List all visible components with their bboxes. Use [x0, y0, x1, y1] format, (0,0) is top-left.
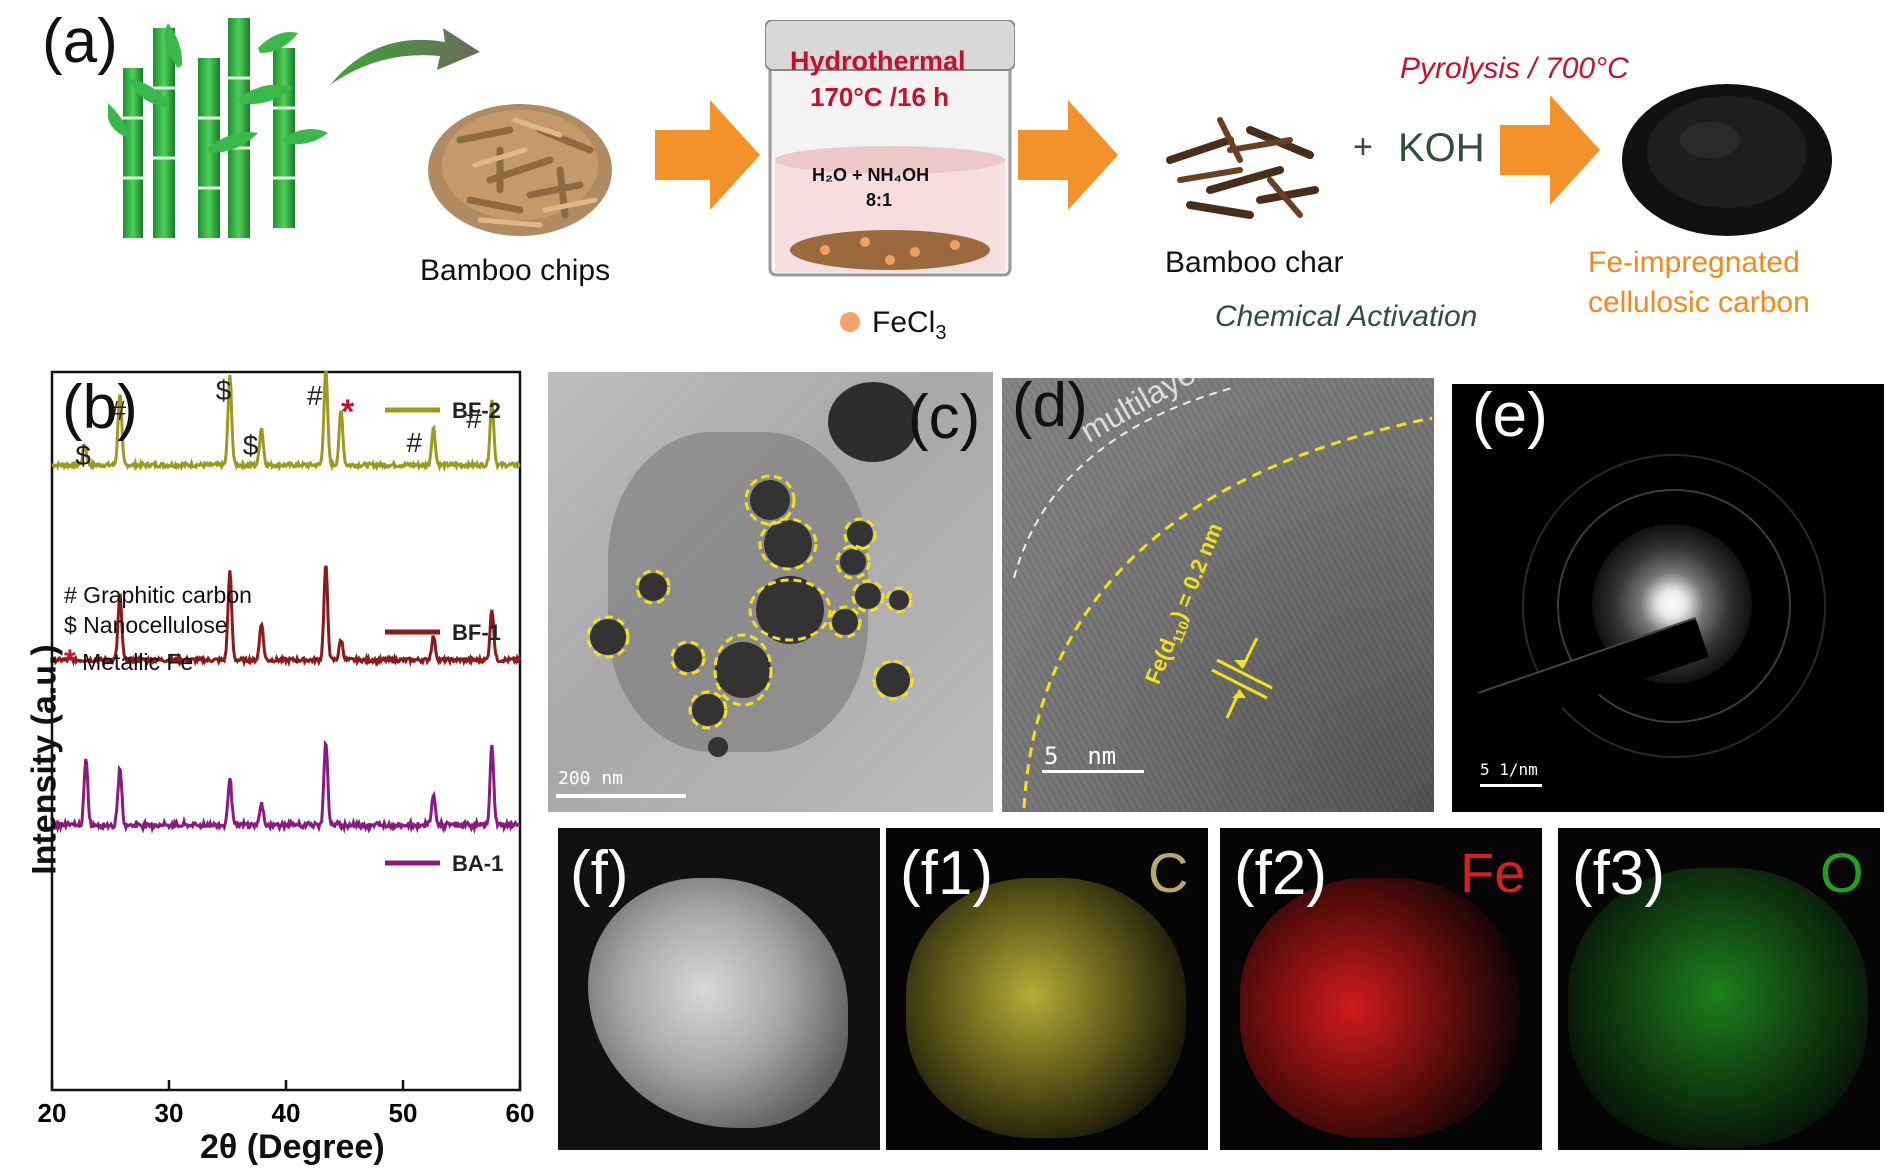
curved-arrow-icon: [330, 28, 480, 85]
legend-label-bf-1: BF-1: [452, 620, 501, 645]
nanoparticle-overlay: [586, 474, 914, 757]
xrd-series-bf-2: [51, 370, 521, 473]
scale-bar-e: [1480, 784, 1542, 787]
bamboo-char-image: [1166, 117, 1319, 219]
peak-marker: #: [111, 395, 127, 426]
panel-c-label: (c): [908, 383, 981, 452]
panel-d-hrtem-image: multilayer Fe(d110) = 0.2 nm 5 nm (d): [1002, 378, 1434, 812]
bamboo-chips-label: Bamboo chips: [420, 254, 611, 287]
panel-a-label: (a): [42, 7, 118, 76]
peak-marker: $: [216, 375, 232, 406]
peak-marker: $: [75, 440, 91, 471]
particle-aggregate: [588, 878, 848, 1128]
legend-nanocellulose: $ Nanocellulose: [64, 612, 228, 638]
peak-marker: #: [466, 403, 482, 434]
x-tick-label: 30: [155, 1098, 184, 1128]
hydrothermal-vessel: [765, 20, 1015, 277]
koh-label: KOH: [1398, 126, 1485, 170]
panel-f3-label: (f3): [1572, 839, 1665, 908]
scale-bar-d: [1042, 770, 1144, 773]
lattice-overlay: [1013, 387, 1433, 809]
fecl3-dot-icon: [840, 312, 860, 332]
panel-f3-oxygen-map: (f3) O: [1558, 828, 1880, 1150]
process-arrow-icon: [655, 100, 760, 210]
panel-c-tem-image: 200 nm (c): [548, 372, 993, 812]
panel-f-haadf-image: (f): [558, 828, 880, 1150]
panel-f1-carbon-map: (f1) C: [886, 828, 1208, 1150]
chemical-activation-label: Chemical Activation: [1215, 300, 1478, 333]
panel-f-label: (f): [570, 839, 629, 908]
process-arrow-icon-2: [1018, 100, 1118, 210]
panel-d-label: (d): [1012, 378, 1088, 440]
legend-graphitic: # Graphitic carbon: [64, 582, 252, 608]
product-label-line2: cellulosic carbon: [1588, 286, 1810, 319]
scale-label-c: 200 nm: [558, 768, 624, 789]
product-label-line1: Fe-impregnated: [1588, 246, 1800, 279]
hydrothermal-title: Hydrothermal: [790, 46, 966, 76]
plus-sign: +: [1353, 128, 1373, 166]
solution-ratio-line2: 8:1: [866, 190, 893, 210]
x-tick-label: 50: [389, 1098, 418, 1128]
peak-marker: #: [407, 427, 423, 458]
xrd-series-ba-1: [51, 739, 521, 835]
peak-marker: *: [341, 393, 355, 431]
element-label-o: O: [1820, 841, 1864, 904]
process-arrow-icon-3: [1500, 95, 1600, 205]
carbon-powder-image: [1622, 84, 1832, 236]
bamboo-illustration: [108, 18, 328, 238]
bamboo-chips-image: [428, 104, 612, 236]
dark-particle: [828, 382, 918, 462]
panel-e-saed-image: 5 1/nm (e): [1452, 384, 1884, 812]
xrd-series-bf-1: [51, 565, 522, 668]
panel-e-label: (e): [1472, 384, 1548, 450]
element-label-c: C: [1148, 841, 1189, 904]
pyrolysis-label: Pyrolysis / 700°C: [1400, 52, 1629, 85]
legend-fe: * Metallic Fe: [64, 644, 194, 677]
x-tick-label: 20: [38, 1098, 67, 1128]
legend-label-bf-2: BF-2: [452, 398, 501, 423]
xrd-x-axis-label: 2θ (Degree): [200, 1128, 385, 1166]
fecl3-label: FeCl3: [872, 306, 947, 344]
xrd-chart: BF-2 BF-1 BA-1 20 30 40 50 60 $ # $ $ # * # #: [38, 370, 535, 1128]
panel-f1-label: (f1): [900, 839, 993, 908]
xrd-plot-frame: [50, 370, 522, 1092]
legend-label-ba-1: BA-1: [452, 851, 503, 876]
bamboo-char-label: Bamboo char: [1165, 246, 1344, 279]
hydrothermal-conditions: 170°C /16 h: [810, 82, 950, 112]
x-tick-label: 40: [272, 1098, 301, 1128]
solution-ratio-line1: H₂O + NH₄OH: [812, 165, 930, 185]
panel-f2-iron-map: (f2) Fe: [1220, 828, 1542, 1150]
element-label-fe: Fe: [1460, 841, 1526, 904]
x-tick-label: 60: [506, 1098, 535, 1128]
scale-label-d: 5 nm: [1044, 742, 1117, 770]
panel-b-label: (b): [62, 373, 138, 442]
peak-marker: $: [243, 430, 259, 461]
xrd-y-axis-label: Intensity (a.u.): [25, 644, 64, 875]
scale-bar-c: [556, 794, 686, 798]
panel-f2-label: (f2): [1234, 839, 1327, 908]
scale-label-e: 5 1/nm: [1480, 760, 1538, 779]
peak-marker: #: [307, 380, 323, 411]
